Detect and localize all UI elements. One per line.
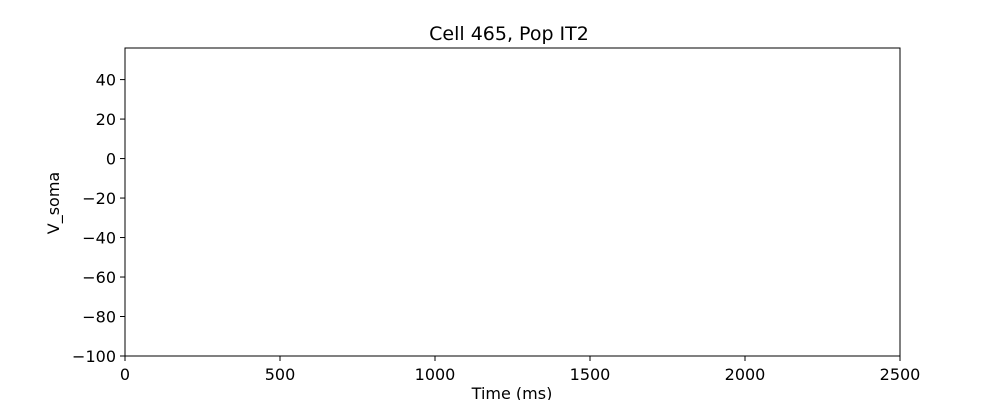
x-tick-label: 0 xyxy=(120,365,130,384)
y-tick-label: 40 xyxy=(96,71,116,90)
x-axis-ticks: 0 500 1000 1500 2000 2500 xyxy=(120,356,920,384)
y-tick-label: −80 xyxy=(82,308,116,327)
y-axis-label: V_soma xyxy=(44,172,64,234)
plot-area xyxy=(124,47,901,357)
x-tick-label: 1000 xyxy=(415,365,456,384)
y-tick-label: −40 xyxy=(82,229,116,248)
x-axis-label: Time (ms) xyxy=(471,384,553,400)
x-tick-label: 2500 xyxy=(880,365,921,384)
y-tick-label: 20 xyxy=(96,110,116,129)
x-tick-label: 500 xyxy=(265,365,296,384)
x-tick-label: 1500 xyxy=(570,365,611,384)
chart-title: Cell 465, Pop IT2 xyxy=(429,23,589,45)
y-tick-label: −20 xyxy=(82,189,116,208)
y-tick-label: −60 xyxy=(82,268,116,287)
x-tick-label: 2000 xyxy=(725,365,766,384)
y-tick-label: 0 xyxy=(106,150,116,169)
y-axis-ticks: −100 −80 −60 −40 −20 0 20 40 xyxy=(72,71,125,366)
y-tick-label: −100 xyxy=(72,347,116,366)
